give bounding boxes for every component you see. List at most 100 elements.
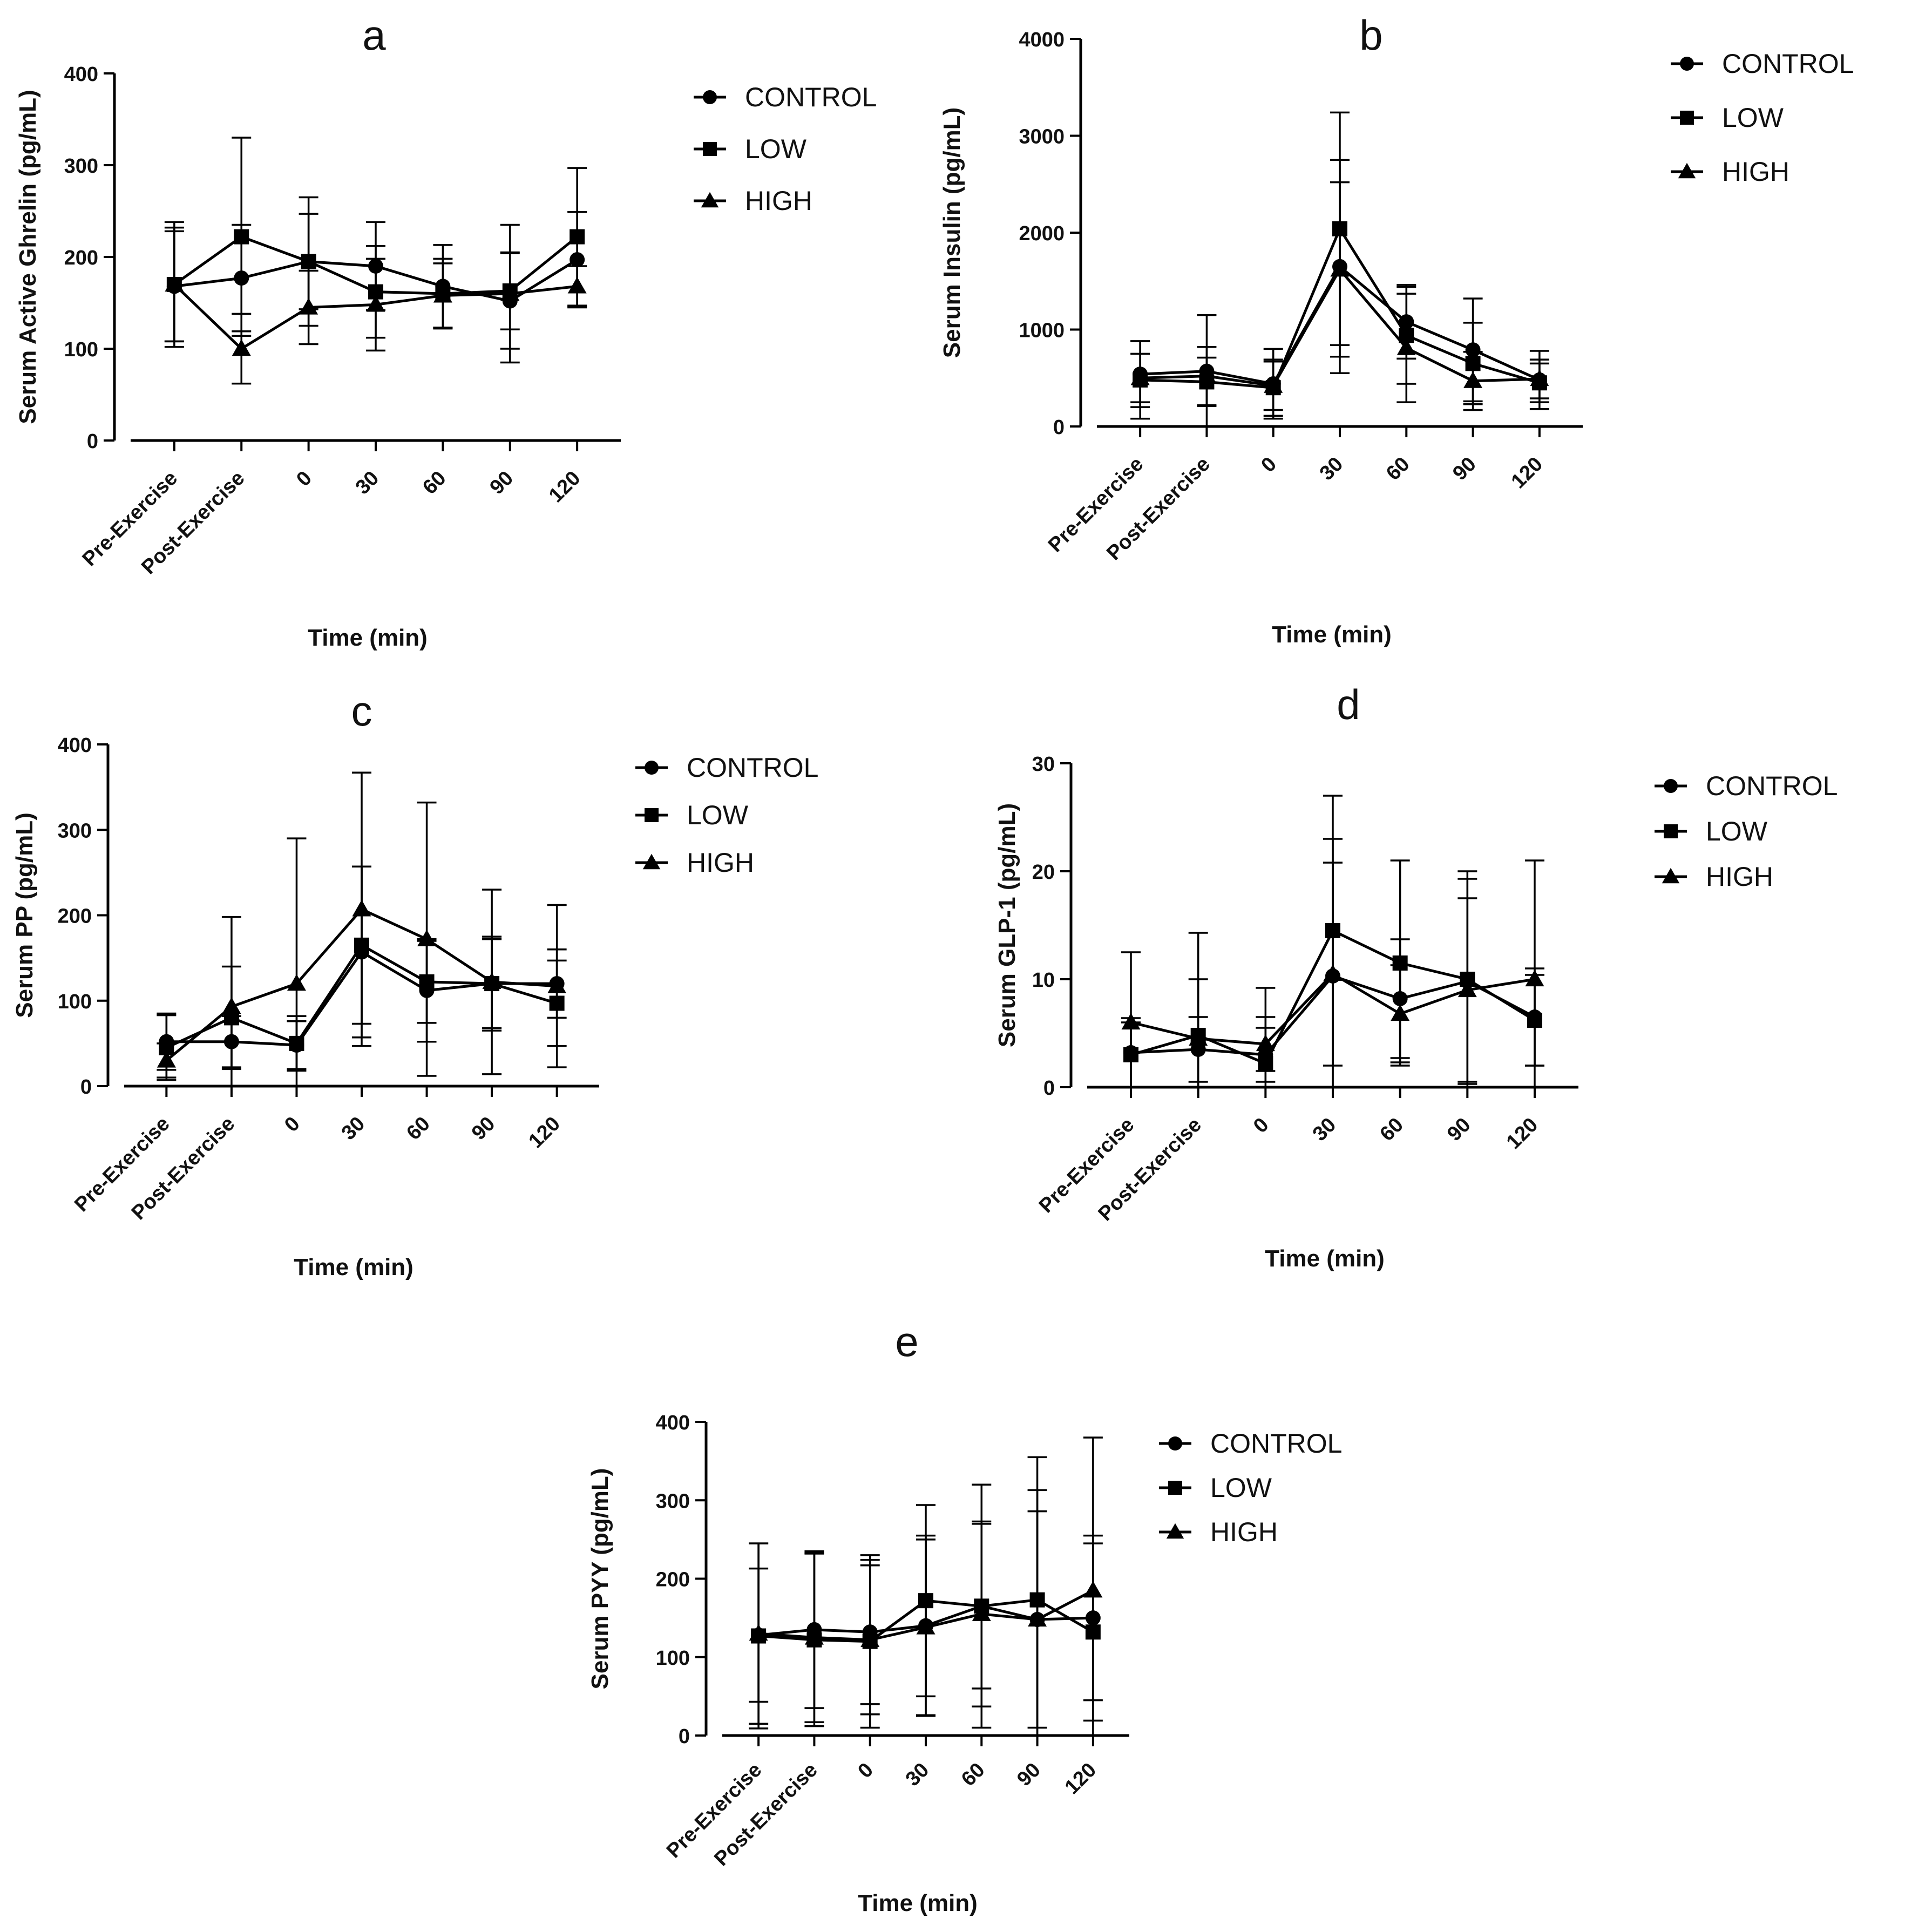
legend-item-low: LOW xyxy=(1655,816,1768,846)
panel-letter: d xyxy=(1337,681,1360,728)
legend-item-high: HIGH xyxy=(694,186,812,216)
legend-item-low: LOW xyxy=(1671,103,1784,133)
triangle-marker xyxy=(1323,964,1343,981)
legend-item-control: CONTROL xyxy=(1655,771,1838,801)
y-tick-label: 200 xyxy=(64,247,98,269)
y-tick-label: 0 xyxy=(80,1076,92,1099)
square-marker xyxy=(234,229,249,245)
x-axis-title: Time (min) xyxy=(308,625,428,651)
triangle-marker xyxy=(642,853,661,870)
y-tick-label: 400 xyxy=(58,734,92,757)
y-tick-label: 0 xyxy=(1053,416,1065,439)
y-tick-label: 300 xyxy=(58,819,92,842)
triangle-marker xyxy=(287,974,306,991)
legend-label: LOW xyxy=(1706,816,1768,846)
triangle-marker xyxy=(1530,369,1549,387)
x-axis-title: Time (min) xyxy=(294,1254,413,1280)
y-tick-label: 200 xyxy=(656,1569,690,1591)
triangle-marker xyxy=(1197,367,1216,383)
y-tick-label: 1000 xyxy=(1019,320,1065,342)
y-axis-title: Serum GLP-1 (pg/mL) xyxy=(994,803,1020,1047)
circle-marker xyxy=(703,90,717,104)
triangle-marker xyxy=(1678,162,1696,179)
legend-label: LOW xyxy=(1722,103,1784,133)
legend-label: HIGH xyxy=(687,848,754,878)
y-tick-label: 2000 xyxy=(1019,222,1065,245)
y-tick-label: 3000 xyxy=(1019,126,1065,148)
triangle-marker xyxy=(701,192,719,208)
x-axis-title: Time (min) xyxy=(1272,621,1392,648)
legend: CONTROL LOW HIGH xyxy=(1671,49,1854,187)
y-axis-title: Serum PYY (pg/mL) xyxy=(587,1468,613,1690)
legend-label: HIGH xyxy=(745,186,812,216)
panel-letter: a xyxy=(362,11,386,59)
y-tick-label: 400 xyxy=(64,63,98,86)
legend: CONTROL LOW HIGH xyxy=(1655,771,1838,892)
legend-label: HIGH xyxy=(1210,1517,1278,1547)
legend: CONTROL LOW HIGH xyxy=(694,82,877,216)
triangle-marker xyxy=(500,284,520,301)
square-marker xyxy=(301,254,316,269)
legend-item-high: HIGH xyxy=(1671,157,1789,187)
triangle-marker xyxy=(299,298,318,315)
square-marker xyxy=(645,808,659,822)
legend-label: CONTROL xyxy=(1210,1428,1342,1459)
y-axis-title: Serum Active Ghrelin (pg/mL) xyxy=(15,90,41,424)
legend-item-control: CONTROL xyxy=(1159,1428,1342,1459)
triangle-marker xyxy=(482,972,501,989)
y-tick-label: 4000 xyxy=(1019,29,1065,51)
circle-marker xyxy=(1680,57,1694,71)
square-marker xyxy=(1664,824,1678,838)
panel-letter: e xyxy=(895,1318,918,1365)
y-tick-label: 0 xyxy=(87,430,98,453)
legend-item-low: LOW xyxy=(1159,1473,1272,1503)
y-tick-label: 100 xyxy=(58,991,92,1013)
x-axis-title: Time (min) xyxy=(1265,1245,1385,1272)
series-high xyxy=(164,223,587,385)
triangle-marker xyxy=(1121,1013,1141,1030)
legend-label: CONTROL xyxy=(745,82,877,112)
triangle-marker xyxy=(1028,1610,1047,1627)
triangle-marker xyxy=(1525,970,1544,987)
triangle-marker xyxy=(1256,1034,1275,1052)
triangle-marker xyxy=(157,1051,176,1068)
legend-label: HIGH xyxy=(1706,862,1773,892)
triangle-marker xyxy=(1083,1581,1103,1598)
triangle-marker xyxy=(1330,260,1350,277)
triangle-marker xyxy=(433,286,452,303)
series-high xyxy=(157,771,567,1087)
triangle-marker xyxy=(222,997,241,1014)
y-tick-label: 0 xyxy=(1043,1077,1055,1100)
circle-marker xyxy=(1664,779,1678,793)
triangle-marker xyxy=(972,1604,991,1621)
circle-marker xyxy=(645,761,659,775)
square-marker xyxy=(703,142,717,156)
panel-letter: c xyxy=(351,687,372,735)
y-tick-label: 20 xyxy=(1032,861,1055,884)
series-high xyxy=(1130,181,1549,411)
y-tick-label: 300 xyxy=(64,155,98,178)
triangle-marker xyxy=(916,1618,936,1635)
triangle-marker xyxy=(1662,867,1680,884)
y-tick-label: 10 xyxy=(1032,969,1055,992)
triangle-marker xyxy=(366,295,385,312)
legend-label: HIGH xyxy=(1722,157,1789,187)
triangle-marker xyxy=(352,899,371,917)
square-marker xyxy=(1680,111,1694,125)
square-marker xyxy=(570,229,585,245)
legend-item-control: CONTROL xyxy=(635,753,818,783)
triangle-marker xyxy=(1397,338,1416,355)
triangle-marker xyxy=(749,1624,768,1641)
legend-label: CONTROL xyxy=(687,753,818,783)
legend: CONTROL LOW HIGH xyxy=(1159,1428,1342,1547)
triangle-marker xyxy=(165,275,184,292)
series-high xyxy=(749,1436,1103,1737)
y-tick-label: 0 xyxy=(679,1725,690,1748)
legend-label: CONTROL xyxy=(1722,49,1854,79)
triangle-marker xyxy=(804,1628,824,1645)
legend-item-high: HIGH xyxy=(1655,862,1773,892)
triangle-marker xyxy=(1130,368,1150,385)
circle-marker xyxy=(1168,1436,1182,1450)
